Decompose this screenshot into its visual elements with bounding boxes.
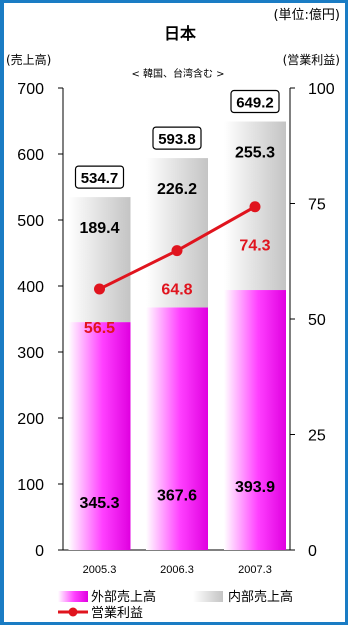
frame-border-left — [0, 0, 4, 625]
total-box — [152, 126, 202, 150]
left-tick-label: 100 — [17, 477, 44, 494]
right-tick-label: 50 — [308, 312, 326, 329]
axes: 0 100 200 300 400 500 600 700 0 25 50 75 100 2005.3 20… — [17, 81, 335, 576]
right-axis-label: (営業利益) — [283, 53, 340, 67]
legend-label-external: 外部売上高 — [91, 589, 156, 604]
x-tick-label: 2006.3 — [160, 564, 194, 576]
profit-point — [249, 201, 261, 213]
data-labels: 345.3 189.4 534.7 367.6 226.2 593.8 393.9 255.3… — [74, 89, 280, 512]
chart-title: 日本 — [164, 24, 196, 43]
total-box — [230, 89, 280, 114]
bar-internal-sales — [68, 197, 131, 323]
bar-internal-sales — [146, 158, 208, 308]
legend-swatch-internal — [193, 591, 223, 602]
legend-label-internal: 内部売上高 — [228, 589, 293, 604]
label-external-sales: 345.3 — [79, 495, 119, 512]
left-tick-label: 600 — [17, 147, 44, 164]
label-external-sales: 367.6 — [157, 488, 197, 505]
frame-border-right — [345, 0, 348, 625]
legend-label-profit: 営業利益 — [91, 605, 143, 620]
frame-border-top — [0, 0, 348, 3]
right-tick-label: 100 — [308, 81, 335, 98]
profit-point — [94, 283, 105, 295]
label-internal-sales: 189.4 — [79, 220, 119, 237]
legend-swatch-external — [58, 591, 88, 602]
left-tick-label: 300 — [17, 345, 44, 362]
label-external-sales: 393.9 — [235, 479, 275, 496]
label-total: 649.2 — [236, 95, 274, 112]
left-tick-label: 400 — [17, 279, 44, 296]
left-tick-label: 200 — [17, 411, 44, 428]
left-tick-label: 0 — [35, 543, 44, 560]
profit-point — [171, 245, 183, 257]
frame-border-bottom — [0, 622, 348, 625]
bars — [68, 121, 286, 550]
chart-subtitle: < 韓国、台湾含む > — [131, 67, 224, 80]
right-tick-label: 75 — [308, 197, 326, 214]
right-tick-label: 25 — [308, 428, 326, 445]
label-internal-sales: 226.2 — [157, 181, 197, 198]
unit-note: (単位:億円) — [273, 7, 340, 23]
x-tick-label: 2007.3 — [238, 564, 272, 576]
label-operating-profit: 64.8 — [161, 282, 192, 299]
label-total: 593.8 — [158, 131, 196, 148]
total-box — [74, 165, 125, 189]
label-total: 534.7 — [81, 170, 119, 187]
x-tick-label: 2005.3 — [83, 564, 117, 576]
left-tick-label: 700 — [17, 81, 44, 98]
left-tick-label: 500 — [17, 213, 44, 230]
profit-line — [94, 201, 261, 295]
legend-marker-profit — [68, 607, 78, 617]
left-axis-label: (売上高) — [6, 52, 51, 67]
bar-external-sales — [146, 307, 208, 550]
label-operating-profit: 56.5 — [84, 320, 115, 337]
right-tick-label: 0 — [308, 543, 317, 560]
label-operating-profit: 74.3 — [239, 238, 270, 255]
bar-external-sales — [68, 322, 131, 550]
bar-external-sales — [224, 290, 286, 550]
label-internal-sales: 255.3 — [235, 145, 275, 162]
